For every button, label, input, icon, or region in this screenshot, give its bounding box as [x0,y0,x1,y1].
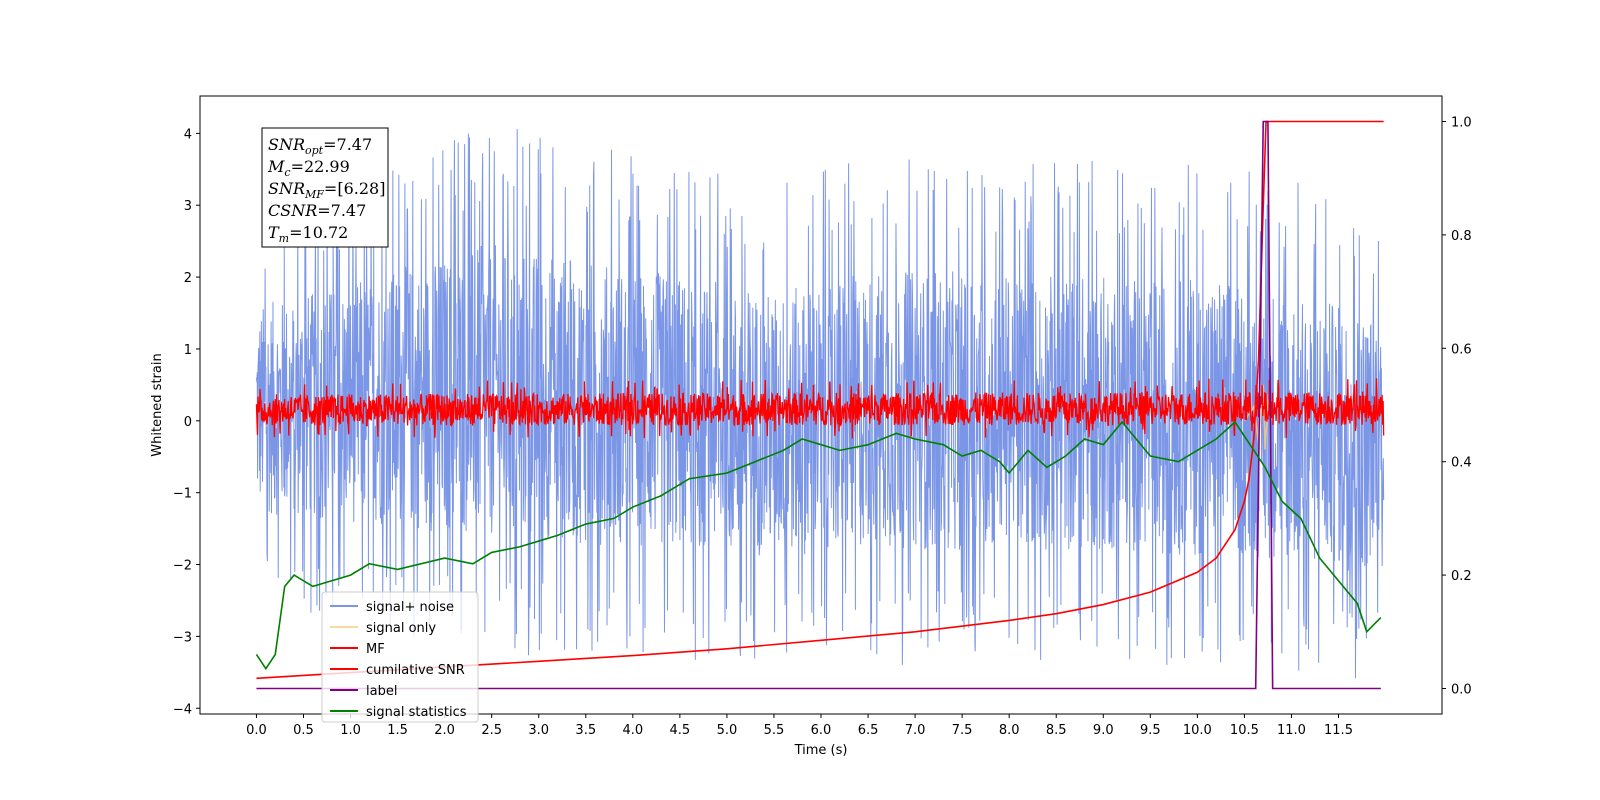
x-tick-label: 8.0 [999,723,1020,738]
x-tick-label: 6.0 [811,723,832,738]
x-tick-label: 0.5 [293,723,314,738]
x-tick-label: 5.0 [717,723,738,738]
info-line: CSNR=7.47 [268,201,366,220]
series-line-signal-statistics [255,420,1382,671]
y-left-tick-label: −2 [173,559,192,574]
x-tick-label: 0.0 [246,723,267,738]
x-tick-label: 6.5 [858,723,879,738]
x-tick-label: 5.5 [764,723,785,738]
series-layer [255,120,1385,690]
info-line: Tm=10.72 [268,223,348,245]
series-line-label [256,120,1381,690]
info-line: Mc=22.99 [267,157,350,179]
y-left-tick-label: 1 [184,343,192,358]
x-tick-label: 3.0 [528,723,549,738]
x-tick-label: 7.5 [952,723,973,738]
y-right-tick-label: 0.8 [1451,229,1472,244]
y-left-tick-label: 0 [184,415,192,430]
x-tick-label: 2.0 [434,723,455,738]
x-tick-label: 1.0 [340,723,361,738]
y-left-tick-label: 4 [184,127,192,142]
legend-label: MF [366,642,385,657]
x-tick-label: 4.0 [622,723,643,738]
x-axis: 0.0 0.5 1.0 1.5 2.0 2.5 3.0 3.5 4.0 4.5 5.0 5.5 6.0 6… [246,714,1353,738]
y-right-axis: 0.0 0.2 0.4 0.6 0.8 1.0 [1442,116,1472,697]
x-tick-label: 2.5 [481,723,502,738]
x-tick-label: 9.5 [1140,723,1161,738]
y-right-tick-label: 0.4 [1451,456,1472,471]
y-left-tick-label: −1 [173,487,192,502]
y-right-tick-label: 0.2 [1451,569,1472,584]
legend-frame [321,591,479,723]
legend-label: signal+ noise [366,600,454,615]
info-line: SNRMF=[6.28] [268,179,385,201]
x-tick-label: 3.5 [575,723,596,738]
x-tick-label: 10.5 [1230,723,1259,738]
x-axis-label: Time (s) [794,743,848,758]
y-axis-label: Whitened strain [150,353,165,456]
series-line-signal-noise [255,128,1385,679]
x-tick-label: 11.5 [1324,723,1353,738]
info-line: SNRopt=7.47 [268,135,372,157]
info-box-frame [261,127,389,248]
x-tick-label: 1.5 [387,723,408,738]
series-line-mf [255,378,1385,439]
x-tick-label: 11.0 [1277,723,1306,738]
y-right-tick-label: 1.0 [1451,116,1472,131]
x-tick-label: 4.5 [670,723,691,738]
x-tick-label: 10.0 [1183,723,1212,738]
y-right-tick-label: 0.6 [1451,342,1472,357]
legend-label: label [366,684,397,699]
legend-label: cumilative SNR [366,663,465,678]
y-left-tick-label: −4 [173,702,192,717]
x-tick-label: 8.5 [1046,723,1067,738]
legend-label: signal only [366,621,436,636]
y-left-tick-label: −3 [173,630,192,645]
y-left-tick-label: 2 [184,271,192,286]
y-left-axis: −4 −3 −2 −1 0 1 2 3 4 [173,127,200,717]
info-box: SNRopt=7.47Mc=22.99SNRMF=[6.28]CSNR=7.47… [261,127,389,248]
x-tick-label: 9.0 [1093,723,1114,738]
x-tick-label: 7.0 [905,723,926,738]
series-line-signal-only [1243,384,1274,450]
legend-label: signal statistics [366,705,467,720]
legend: signal+ noise signal only MF cumilative SNR… [321,591,479,723]
y-right-tick-label: 0.0 [1451,682,1472,697]
y-left-tick-label: 3 [184,199,192,214]
